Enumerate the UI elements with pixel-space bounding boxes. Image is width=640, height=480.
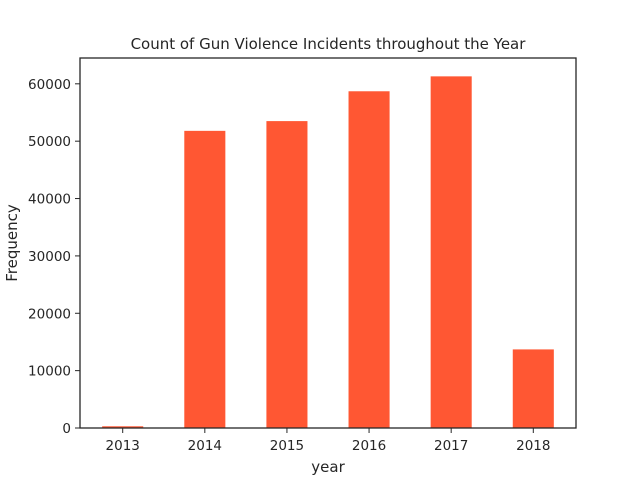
- x-tick-label-2017: 2017: [434, 438, 468, 454]
- y-tick-label-30000: 30000: [28, 249, 71, 265]
- y-tick-label-50000: 50000: [28, 134, 71, 150]
- y-tick-label-40000: 40000: [28, 192, 71, 208]
- y-tick-label-10000: 10000: [28, 364, 71, 380]
- bar-2018: [512, 349, 554, 428]
- y-tick-label-0: 0: [62, 421, 71, 437]
- x-ticks-group: 2013 2014 2015 2016 2017 2018: [106, 428, 550, 454]
- y-ticks-group: 0 10000 20000 30000 40000 50000 60000: [28, 77, 80, 437]
- bar-2016: [348, 91, 390, 429]
- y-axis-label: Frequency: [3, 204, 21, 282]
- x-tick-label-2016: 2016: [352, 438, 386, 454]
- x-tick-label-2014: 2014: [188, 438, 222, 454]
- y-tick-label-60000: 60000: [28, 77, 71, 93]
- y-tick-label-20000: 20000: [28, 306, 71, 322]
- bar-2014: [184, 130, 226, 428]
- x-axis-label: year: [311, 458, 345, 476]
- plot-frame: [79, 57, 577, 429]
- bar-2017: [430, 76, 472, 429]
- x-tick-label-2013: 2013: [106, 438, 140, 454]
- bar-2013: [102, 426, 144, 428]
- bar-2015: [266, 121, 308, 428]
- bars-group: [102, 76, 554, 429]
- x-tick-label-2018: 2018: [516, 438, 550, 454]
- chart-title: Count of Gun Violence Incidents througho…: [131, 35, 527, 53]
- x-tick-label-2015: 2015: [270, 438, 304, 454]
